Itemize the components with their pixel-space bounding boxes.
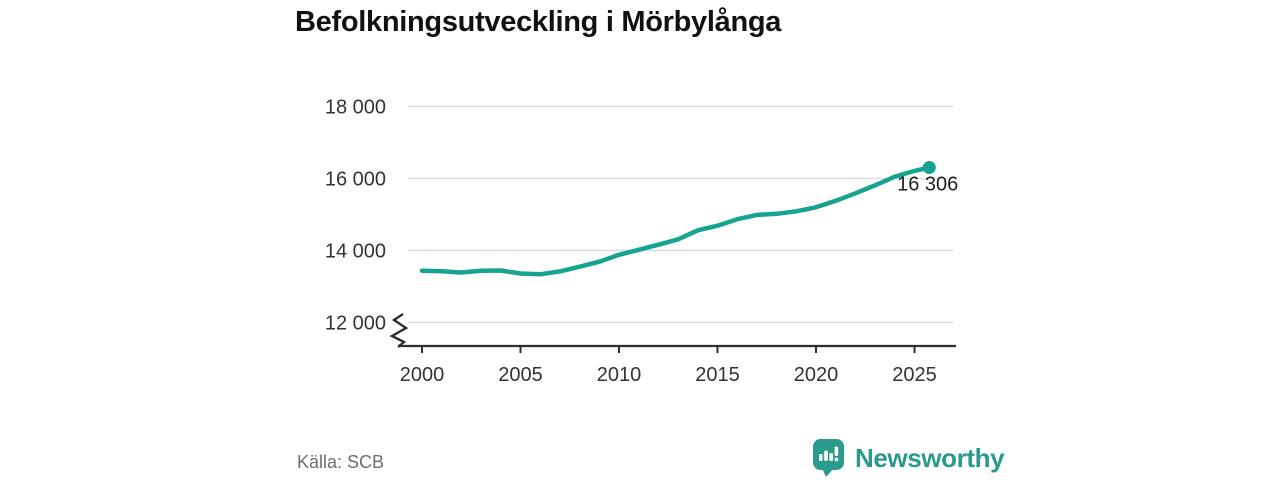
y-axis-labels: 18 000 16 000 14 000 12 000 bbox=[325, 97, 386, 335]
y-tick-label: 16 000 bbox=[325, 169, 386, 191]
newsworthy-logo-icon bbox=[813, 439, 844, 477]
y-tick-label: 18 000 bbox=[325, 97, 386, 119]
x-axis-labels: 2000 2005 2010 2015 2020 2025 bbox=[400, 364, 937, 386]
source-text: Källa: SCB bbox=[297, 452, 385, 472]
x-tick-label: 2015 bbox=[695, 364, 740, 386]
y-tick-label: 14 000 bbox=[325, 241, 386, 263]
x-tick-label: 2010 bbox=[597, 364, 642, 386]
bar-chart-icon bbox=[819, 446, 839, 462]
x-tick-label: 2005 bbox=[498, 364, 543, 386]
x-tick-label: 2020 bbox=[794, 364, 839, 386]
gridlines bbox=[408, 105, 953, 324]
speech-bubble-icon bbox=[813, 439, 844, 477]
chart-title: Befolkningsutveckling i Mörbylånga bbox=[295, 6, 782, 38]
brand-name: Newsworthy bbox=[855, 442, 1005, 473]
end-point-dot bbox=[922, 161, 936, 174]
x-axis-ticks bbox=[421, 346, 916, 353]
population-chart: 18 000 16 000 14 000 12 000 2000 2005 20… bbox=[325, 97, 958, 387]
axis-break-zigzag bbox=[389, 313, 409, 348]
x-tick-label: 2025 bbox=[892, 364, 937, 386]
y-tick-label: 12 000 bbox=[325, 313, 386, 335]
population-line bbox=[419, 165, 932, 277]
x-tick-label: 2000 bbox=[400, 364, 445, 386]
newsworthy-logo: Newsworthy bbox=[812, 438, 1005, 478]
end-value-label: 16 306 bbox=[897, 174, 958, 196]
